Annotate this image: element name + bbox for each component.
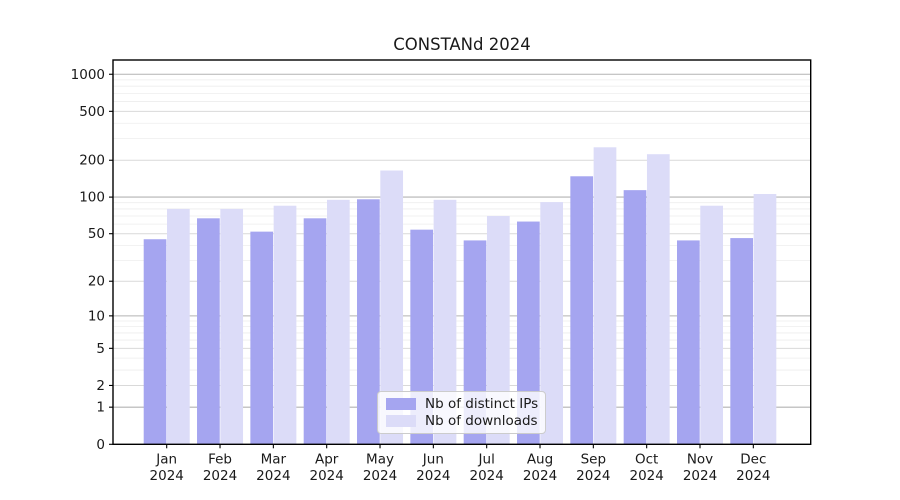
y-tick-label-20: 20 <box>88 274 105 290</box>
bar-downloads-feb <box>220 208 244 445</box>
x-tick-year-sep: 2024 <box>576 468 610 484</box>
x-tick-label-sep: Sep <box>581 451 606 467</box>
bar-distinct-ips-may <box>357 199 380 445</box>
bar-downloads-nov <box>700 205 723 445</box>
x-tick-year-may: 2024 <box>363 468 397 484</box>
bar-downloads-aug <box>540 202 564 445</box>
bar-downloads-sep <box>593 147 617 445</box>
legend-swatch-distinct-ips <box>386 397 416 410</box>
bar-downloads-apr <box>326 199 350 445</box>
bar-distinct-ips-apr <box>303 218 327 445</box>
bar-distinct-ips-oct <box>623 190 647 445</box>
legend: Nb of distinct IPs Nb of downloads <box>377 391 546 434</box>
bar-downloads-jul <box>486 215 510 445</box>
y-tick-label-500: 500 <box>79 104 105 120</box>
bar-distinct-ips-jun <box>410 229 434 445</box>
x-tick-year-jul: 2024 <box>470 468 504 484</box>
bar-downloads-dec <box>753 194 777 445</box>
bar-distinct-ips-mar <box>250 231 274 445</box>
x-tick-year-apr: 2024 <box>310 468 344 484</box>
y-tick-label-200: 200 <box>79 153 105 169</box>
legend-label-downloads: Nb of downloads <box>425 413 538 430</box>
x-tick-label-jul: Jul <box>478 451 495 467</box>
x-tick-label-jan: Jan <box>155 451 177 467</box>
legend-entry-distinct-ips: Nb of distinct IPs <box>386 396 539 412</box>
bar-distinct-ips-nov <box>677 240 700 445</box>
y-tick-label-50: 50 <box>88 226 105 242</box>
x-tick-label-nov: Nov <box>687 451 713 467</box>
x-tick-label-feb: Feb <box>208 451 232 467</box>
y-tick-label-10: 10 <box>88 308 105 324</box>
x-tick-year-dec: 2024 <box>736 468 770 484</box>
x-tick-year-feb: 2024 <box>203 468 237 484</box>
legend-entry-downloads: Nb of downloads <box>386 413 539 429</box>
bar-distinct-ips-sep <box>570 176 594 445</box>
bar-downloads-oct <box>646 154 670 445</box>
x-tick-year-jun: 2024 <box>416 468 450 484</box>
legend-swatch-downloads <box>386 415 416 428</box>
x-tick-label-aug: Aug <box>527 451 553 467</box>
y-tick-label-1: 1 <box>96 400 105 416</box>
bar-distinct-ips-dec <box>730 238 754 445</box>
x-tick-label-mar: Mar <box>261 451 287 467</box>
x-tick-label-apr: Apr <box>315 451 339 467</box>
y-tick-label-1000: 1000 <box>71 67 105 83</box>
x-tick-year-aug: 2024 <box>523 468 557 484</box>
bar-distinct-ips-jan <box>143 239 167 445</box>
bar-downloads-mar <box>273 205 297 445</box>
y-tick-label-5: 5 <box>96 341 105 357</box>
x-tick-label-oct: Oct <box>635 451 658 467</box>
x-tick-label-dec: Dec <box>740 451 766 467</box>
x-tick-year-mar: 2024 <box>256 468 290 484</box>
y-tick-label-0: 0 <box>96 437 105 453</box>
chart-title: CONSTANd 2024 <box>393 35 531 54</box>
bar-distinct-ips-aug <box>517 221 540 445</box>
x-tick-year-nov: 2024 <box>683 468 717 484</box>
bar-distinct-ips-feb <box>197 218 220 445</box>
plot-border <box>112 59 812 445</box>
bar-downloads-jun <box>433 199 457 445</box>
x-tick-label-may: May <box>366 451 394 467</box>
x-tick-year-oct: 2024 <box>629 468 663 484</box>
bar-downloads-jan <box>167 208 190 445</box>
y-tick-label-100: 100 <box>79 190 105 206</box>
legend-label-distinct-ips: Nb of distinct IPs <box>425 395 539 412</box>
x-tick-year-jan: 2024 <box>150 468 184 484</box>
x-tick-label-jun: Jun <box>422 451 444 467</box>
bar-downloads-may <box>380 170 404 445</box>
y-tick-label-2: 2 <box>96 378 105 394</box>
